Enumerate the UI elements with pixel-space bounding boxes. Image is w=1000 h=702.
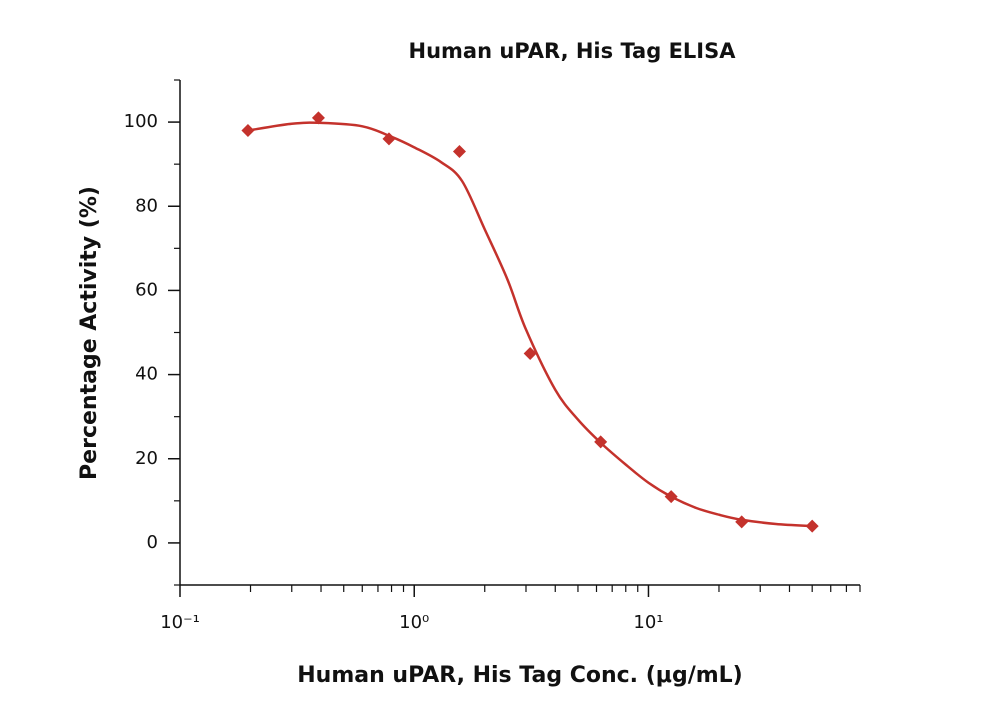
x-axis-label: Human uPAR, His Tag Conc. (μg/mL) (297, 663, 742, 688)
y-axis-label: Percentage Activity (%) (77, 186, 102, 480)
data-point (311, 111, 325, 125)
data-point (523, 347, 537, 361)
chart-title: Human uPAR, His Tag ELISA (409, 39, 737, 63)
y-tick-label: 40 (135, 364, 158, 385)
y-tick-label: 20 (135, 448, 158, 469)
y-tick-label: 80 (135, 195, 158, 216)
x-tick-label: 10⁻¹ (160, 612, 200, 633)
y-tick-label: 60 (135, 279, 158, 300)
y-tick-label: 100 (124, 111, 158, 132)
x-tick-label: 10⁰ (399, 612, 429, 633)
fit-curve (247, 121, 813, 528)
data-point (452, 145, 466, 159)
y-tick-label: 0 (147, 532, 158, 553)
x-tick-label: 10¹ (633, 612, 663, 633)
data-point (735, 515, 749, 529)
